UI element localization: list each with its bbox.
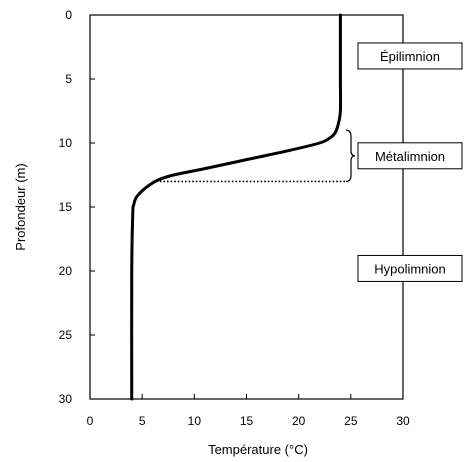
x-tick-label: 10 <box>188 414 202 428</box>
zone-label: Hypolimnion <box>374 261 446 276</box>
y-tick-label: 5 <box>65 72 72 86</box>
zone-labels: Épilimnion Métalimnion Hypolimnion <box>357 42 463 282</box>
temperature-profile-line <box>130 13 343 401</box>
x-tick-label: 5 <box>139 414 146 428</box>
y-axis-ticks: 0 5 10 15 20 25 30 <box>59 8 95 406</box>
zone-label: Épilimnion <box>380 49 440 64</box>
zone-label-box <box>357 254 463 282</box>
x-tick-label: 15 <box>240 414 254 428</box>
plot-frame <box>89 14 404 400</box>
y-tick-label: 10 <box>59 136 73 150</box>
x-tick-label: 25 <box>344 414 358 428</box>
y-tick-label: 15 <box>59 200 73 214</box>
metalimnion-bracket <box>345 129 356 182</box>
zone-label: Métalimnion <box>375 149 445 164</box>
x-tick-label: 0 <box>87 414 94 428</box>
y-tick-label: 25 <box>59 328 73 342</box>
y-tick-label: 0 <box>65 8 72 22</box>
zone-label-box <box>357 142 463 170</box>
x-axis-ticks: 0 5 10 15 20 25 30 <box>87 394 410 428</box>
y-tick-label: 20 <box>59 264 73 278</box>
y-tick-label: 30 <box>59 392 73 406</box>
y-axis-label: Profondeur (m) <box>13 163 28 250</box>
x-tick-label: 20 <box>292 414 306 428</box>
zone-label-box <box>357 42 463 70</box>
x-axis-label: Température (°C) <box>208 442 308 457</box>
x-tick-label: 30 <box>396 414 410 428</box>
